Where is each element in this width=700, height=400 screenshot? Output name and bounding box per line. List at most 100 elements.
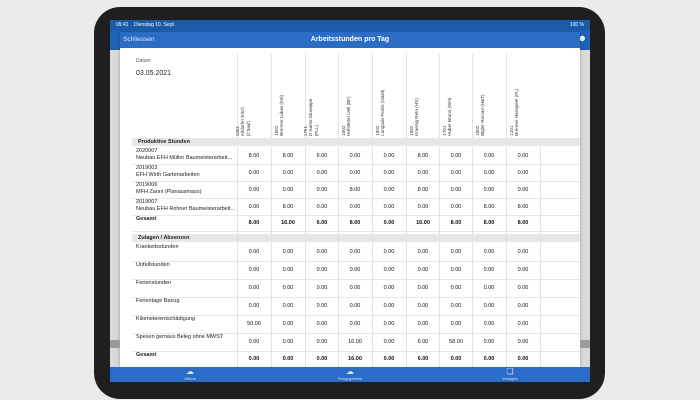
hours-cell[interactable]: 0.00	[383, 356, 395, 362]
hours-cell[interactable]: 0.00	[483, 186, 495, 193]
hours-cell[interactable]: 0.00	[417, 249, 429, 255]
hours-cell[interactable]: 0.00	[349, 321, 361, 327]
close-button[interactable]: Schliessen	[123, 36, 155, 43]
hours-cell[interactable]: 0.00	[282, 186, 294, 193]
hours-cell[interactable]: 0.00	[248, 303, 260, 309]
hours-cell[interactable]: 0.00	[282, 169, 294, 176]
hours-cell[interactable]: 0.00	[316, 169, 328, 176]
hours-cell[interactable]: 8.00	[417, 152, 429, 159]
hours-cell[interactable]: 0.00	[417, 321, 429, 327]
hours-cell[interactable]: 0.00	[517, 356, 529, 362]
hours-cell[interactable]: 0.00	[383, 339, 395, 345]
hours-cell[interactable]: 6.00	[316, 152, 328, 159]
hours-cell[interactable]: 0.00	[383, 220, 395, 226]
hours-cell[interactable]: 0.00	[316, 203, 328, 210]
hours-cell[interactable]: 0.00	[248, 249, 260, 255]
hours-cell[interactable]: 8.00	[282, 152, 294, 159]
hours-cell[interactable]: 0.00	[450, 303, 462, 309]
tab-freigegebene[interactable]: ☁ Freigegebene	[320, 367, 380, 381]
hours-cell[interactable]: 0.00	[248, 203, 260, 210]
hours-cell[interactable]: 0.00	[417, 285, 429, 291]
hours-cell[interactable]: 8.00	[248, 152, 260, 159]
hours-cell[interactable]: 0.00	[248, 356, 260, 362]
hours-cell[interactable]: 8.00	[517, 203, 529, 210]
hours-cell[interactable]: 0.00	[282, 249, 294, 255]
hours-cell[interactable]: 0.00	[316, 285, 328, 291]
hours-cell[interactable]: 8.00	[483, 203, 495, 210]
hours-cell[interactable]: 0.00	[450, 321, 462, 327]
hours-cell[interactable]: 0.00	[316, 303, 328, 309]
hours-cell[interactable]: 0.00	[248, 339, 260, 345]
hours-cell[interactable]: 0.00	[349, 285, 361, 291]
hours-cell[interactable]: 8.00	[248, 220, 260, 226]
hours-cell[interactable]: 0.00	[316, 267, 328, 273]
hours-cell[interactable]: 8.00	[483, 220, 495, 226]
hours-cell[interactable]: 0.00	[383, 249, 395, 255]
hours-cell[interactable]: 58.00	[449, 339, 463, 345]
tab-offene[interactable]: ☁ Offene	[160, 367, 220, 381]
hours-cell[interactable]: 0.00	[316, 186, 328, 193]
hours-cell[interactable]: 0.00	[483, 303, 495, 309]
hours-cell[interactable]: 0.00	[517, 321, 529, 327]
hours-cell[interactable]: 0.00	[349, 203, 361, 210]
hours-cell[interactable]: 8.00	[349, 186, 361, 193]
hours-cell[interactable]: 0.00	[248, 169, 260, 176]
hours-cell[interactable]: 0.00	[450, 203, 462, 210]
hours-cell[interactable]: 0.00	[517, 303, 529, 309]
hours-cell[interactable]: 0.00	[282, 356, 294, 362]
hours-cell[interactable]: 0.00	[383, 267, 395, 273]
hours-cell[interactable]: 8.00	[450, 220, 462, 226]
hours-cell[interactable]: 0.00	[383, 169, 395, 176]
date-field[interactable]: 03.05.2021	[136, 70, 172, 77]
hours-cell[interactable]: 0.00	[483, 169, 495, 176]
hours-cell[interactable]: 0.00	[450, 152, 462, 159]
hours-cell[interactable]: 0.00	[517, 267, 529, 273]
hours-cell[interactable]: 6.00	[417, 356, 429, 362]
hours-cell[interactable]: 0.00	[450, 285, 462, 291]
tab-vorlagen[interactable]: ❏ Vorlagen	[480, 367, 540, 381]
hours-cell[interactable]: 16.00	[348, 339, 362, 345]
hours-cell[interactable]: 8.00	[517, 220, 529, 226]
hours-cell[interactable]: 16.00	[416, 220, 430, 226]
hours-cell[interactable]: 0.00	[483, 249, 495, 255]
hours-cell[interactable]: 16.00	[348, 356, 362, 362]
hours-cell[interactable]: 0.00	[316, 339, 328, 345]
hours-cell[interactable]: 0.00	[282, 267, 294, 273]
hours-cell[interactable]: 50.00	[247, 321, 261, 327]
hours-cell[interactable]: 0.00	[483, 152, 495, 159]
hours-cell[interactable]: 0.00	[248, 267, 260, 273]
hours-cell[interactable]: 0.00	[417, 267, 429, 273]
hours-cell[interactable]: 0.00	[517, 186, 529, 193]
person-icon[interactable]: ☻	[577, 33, 587, 43]
hours-cell[interactable]: 0.00	[383, 303, 395, 309]
hours-cell[interactable]: 0.00	[349, 267, 361, 273]
hours-cell[interactable]: 0.00	[517, 152, 529, 159]
hours-cell[interactable]: 0.00	[517, 339, 529, 345]
hours-cell[interactable]: 0.00	[282, 285, 294, 291]
hours-cell[interactable]: 0.00	[282, 321, 294, 327]
hours-cell[interactable]: 0.00	[483, 356, 495, 362]
hours-cell[interactable]: 0.00	[383, 186, 395, 193]
hours-cell[interactable]: 6.00	[316, 220, 328, 226]
hours-cell[interactable]: 0.00	[517, 285, 529, 291]
hours-cell[interactable]: 6.00	[417, 339, 429, 345]
hours-cell[interactable]: 0.00	[383, 152, 395, 159]
hours-cell[interactable]: 0.00	[517, 169, 529, 176]
hours-cell[interactable]: 0.00	[383, 203, 395, 210]
hours-cell[interactable]: 0.00	[349, 249, 361, 255]
hours-cell[interactable]: 0.00	[316, 321, 328, 327]
hours-cell[interactable]: 0.00	[349, 152, 361, 159]
hours-cell[interactable]: 0.00	[248, 186, 260, 193]
hours-cell[interactable]: 0.00	[450, 356, 462, 362]
hours-cell[interactable]: 0.00	[282, 339, 294, 345]
hours-cell[interactable]: 0.00	[483, 285, 495, 291]
hours-cell[interactable]: 0.00	[316, 356, 328, 362]
hours-cell[interactable]: 0.00	[349, 169, 361, 176]
hours-cell[interactable]: 8.00	[282, 203, 294, 210]
hours-cell[interactable]: 0.00	[450, 267, 462, 273]
hours-cell[interactable]: 0.00	[450, 249, 462, 255]
hours-cell[interactable]: 0.00	[450, 169, 462, 176]
hours-cell[interactable]: 0.00	[450, 186, 462, 193]
hours-cell[interactable]: 0.00	[349, 303, 361, 309]
hours-cell[interactable]: 0.00	[483, 321, 495, 327]
